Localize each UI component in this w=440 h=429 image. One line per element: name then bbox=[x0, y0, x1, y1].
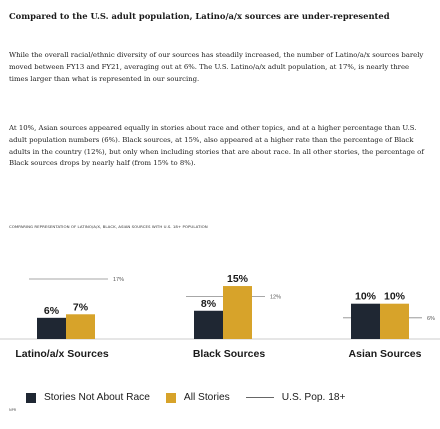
source-footnote: NPR bbox=[9, 408, 17, 412]
bar-all-stories bbox=[380, 303, 409, 339]
population-label: 17% bbox=[113, 277, 124, 283]
category-label: Black Sources bbox=[193, 348, 266, 360]
bar-all-stories bbox=[66, 314, 95, 339]
legend-item-not-about-race: Stories Not About Race bbox=[26, 392, 150, 403]
bar-value-label: 10% bbox=[384, 291, 406, 303]
bar-value-label: 8% bbox=[201, 298, 217, 310]
chart-title: COMPARING REPRESENTATION OF LATINO/A/X, … bbox=[9, 224, 208, 229]
asian-black-paragraph: At 10%, Asian sources appeared equally i… bbox=[9, 124, 424, 168]
legend-label-all-stories: All Stories bbox=[183, 392, 230, 403]
bar-value-label: 6% bbox=[44, 305, 60, 317]
bar-value-label: 10% bbox=[355, 291, 377, 303]
population-label: 12% bbox=[270, 295, 281, 301]
chart-legend: Stories Not About Race All Stories U.S. … bbox=[26, 392, 361, 403]
bar-all-stories bbox=[223, 286, 252, 339]
bar-not-about-race bbox=[37, 317, 66, 339]
legend-swatch-all-stories bbox=[165, 392, 176, 403]
legend-item-population: U.S. Pop. 18+ bbox=[245, 392, 346, 403]
category-label: Latino/a/x Sources bbox=[15, 348, 109, 360]
legend-label-population: U.S. Pop. 18+ bbox=[281, 392, 346, 403]
population-label: 6% bbox=[427, 316, 435, 322]
legend-label-not-about-race: Stories Not About Race bbox=[44, 392, 150, 403]
legend-swatch-not-about-race bbox=[26, 392, 36, 403]
legend-line-population bbox=[245, 397, 274, 398]
bar-not-about-race bbox=[194, 310, 223, 339]
legend-item-all-stories: All Stories bbox=[165, 392, 230, 403]
bar-not-about-race bbox=[351, 303, 380, 339]
bar-chart: 17% 6% 7% Latino/a/x Sources 12% 8% 15% Black S… bbox=[0, 273, 440, 360]
category-label: Asian Sources bbox=[349, 348, 422, 360]
intro-paragraph: While the overall racial/ethnic diversit… bbox=[9, 51, 424, 83]
bar-value-label: 15% bbox=[227, 273, 249, 285]
headline: Compared to the U.S. adult population, L… bbox=[9, 11, 390, 21]
bar-value-label: 7% bbox=[73, 301, 89, 313]
